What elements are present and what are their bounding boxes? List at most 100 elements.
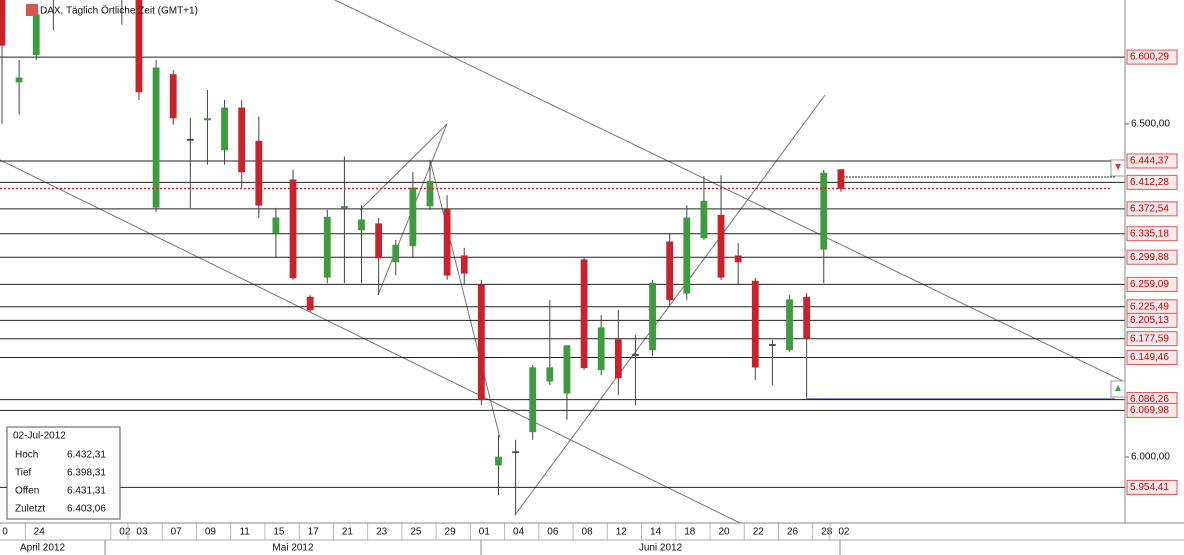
candle-body [238, 107, 246, 173]
candle-body [751, 280, 759, 368]
level-label: 6.335,18 [1130, 228, 1169, 239]
title-bar: DAX, Täglich Örtliche Zeit (GMT+1) [26, 4, 198, 17]
x-tick-label: 15 [273, 527, 285, 538]
x-tick-label: 12 [616, 527, 628, 538]
candle-body [734, 255, 742, 263]
level-label-box [1126, 226, 1178, 242]
plot-area [0, 0, 1125, 516]
candle-body [683, 217, 691, 294]
candle-body [375, 223, 383, 259]
level-label-box [1126, 276, 1178, 292]
candle-body [512, 451, 519, 454]
level-label: 6.600,29 [1130, 52, 1169, 63]
y-tick-label: 6.500,00 [1131, 119, 1170, 130]
level-label-box [1126, 402, 1178, 418]
chart-title[interactable]: DAX, Täglich Örtliche Zeit (GMT+1) [40, 5, 198, 17]
trend-line [334, 0, 1125, 383]
level-label-box [1126, 49, 1178, 65]
level-label-box [1126, 312, 1178, 328]
candle-body [837, 169, 845, 189]
alert-arrow [1115, 164, 1121, 170]
x-tick-label: 07 [171, 527, 183, 538]
info-label: Tief [15, 468, 32, 479]
candle-body [495, 456, 502, 466]
info-value: 6.431,31 [67, 486, 106, 497]
icon [26, 4, 38, 16]
candle-body [340, 206, 348, 209]
candle-body [820, 172, 828, 250]
candle-body [426, 180, 434, 207]
alert-icons [1110, 159, 1126, 398]
candle-body [786, 299, 793, 351]
y-tick-label: 6.000,00 [1131, 452, 1170, 463]
candle-body [272, 217, 280, 234]
candle-body [529, 367, 537, 433]
x-tick-label: 06 [547, 527, 559, 538]
candle-body [666, 241, 674, 301]
candle-body [0, 0, 6, 46]
level-label: 6.177,59 [1130, 333, 1169, 344]
candle-body [443, 209, 451, 276]
candle-body [803, 296, 811, 339]
x-tick-label: 28 [821, 527, 833, 538]
candle-body [769, 344, 776, 346]
x-tick-label: 09 [205, 527, 217, 538]
candle-body [649, 282, 656, 351]
candle-body [460, 255, 468, 274]
level-label-box [1126, 174, 1178, 190]
candle-body [632, 354, 639, 356]
info-label: Hoch [15, 450, 38, 461]
candle-body [614, 339, 622, 379]
candle-body [717, 214, 725, 278]
candle-body [32, 14, 40, 56]
trend-line [359, 123, 448, 211]
candle-body [221, 107, 228, 151]
candle-body [255, 140, 263, 206]
level-label: 5.954,41 [1130, 482, 1169, 493]
level-label-box [1126, 153, 1178, 169]
level-label: 6.444,37 [1130, 156, 1169, 167]
x-tick-label: 26 [787, 527, 799, 538]
candle-body [152, 67, 160, 208]
candle-body [546, 367, 554, 382]
x-tick-label: 08 [582, 527, 594, 538]
x-tick-label: 25 [410, 527, 422, 538]
x-tick-label: 0 [2, 527, 8, 538]
candle-body [169, 74, 177, 119]
level-label: 6.225,49 [1130, 301, 1169, 312]
info-box-frame [6, 426, 121, 520]
level-label: 6.205,13 [1130, 315, 1169, 326]
month-label: Mai 2012 [272, 543, 314, 554]
candle-body [289, 179, 297, 279]
level-label: 6.259,09 [1130, 279, 1169, 290]
x-tick-label: 04 [513, 527, 525, 538]
candle-body [580, 259, 588, 369]
x-tick-label: 29 [445, 527, 457, 538]
level-label-box [1126, 249, 1178, 265]
info-value: 6.432,31 [67, 450, 106, 461]
x-tick-label: 14 [650, 527, 662, 538]
candle-body [323, 216, 331, 278]
x-tick-label: 03 [136, 527, 148, 538]
candle-body [597, 327, 605, 371]
x-tick-label: 21 [342, 527, 354, 538]
level-label: 6.149,46 [1130, 352, 1169, 363]
candle-body [358, 219, 365, 231]
candle-body [135, 0, 143, 93]
info-box: 02-Jul-2012 Hoch 6.432,31 Tief 6.398,31 … [6, 426, 121, 520]
level-label-box [1126, 349, 1178, 365]
candle-body [700, 200, 708, 239]
level-label: 6.412,28 [1130, 177, 1169, 188]
x-tick-label: 01 [479, 527, 491, 538]
x-tick-label: 17 [308, 527, 320, 538]
x-tick-label: 20 [718, 527, 730, 538]
candle-body [409, 187, 417, 247]
level-label-box [1126, 479, 1178, 495]
alert-arrow [1115, 385, 1121, 391]
x-tick-label: 22 [753, 527, 765, 538]
level-label: 6.069,98 [1130, 405, 1169, 416]
